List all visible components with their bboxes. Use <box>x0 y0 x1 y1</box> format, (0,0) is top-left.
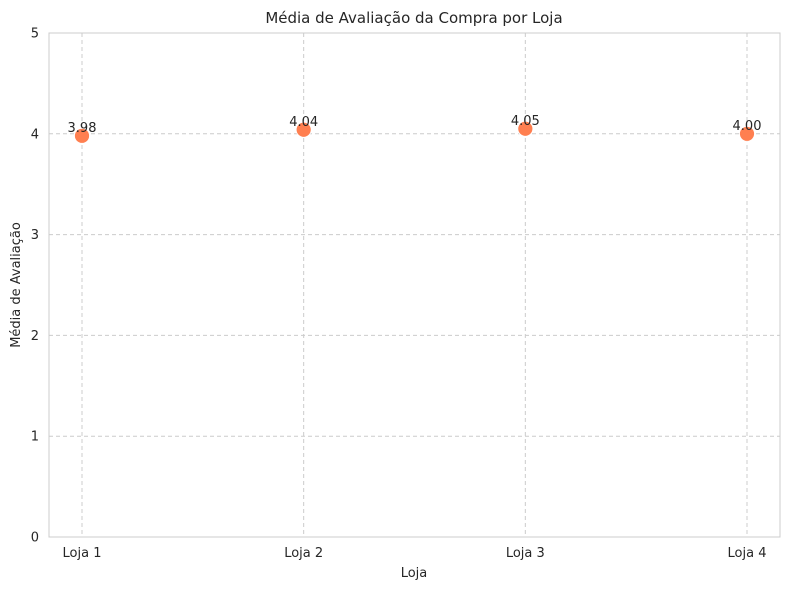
data-point <box>74 127 90 144</box>
y-tick-label: 5 <box>31 27 39 42</box>
data-label: 4.04 <box>289 115 318 130</box>
x-tick-label: Loja 3 <box>506 546 545 561</box>
plot-frame <box>48 32 781 538</box>
data-label: 3.98 <box>68 121 97 136</box>
data-point <box>295 121 312 138</box>
y-tick-label: 0 <box>31 531 39 546</box>
x-tick-label: Loja 4 <box>728 546 767 561</box>
chart-title: Média de Avaliação da Compra por Loja <box>265 9 562 27</box>
x-axis-label: Loja <box>401 566 428 581</box>
y-tick-label: 2 <box>31 329 39 344</box>
data-point <box>739 125 755 142</box>
data-label: 4.05 <box>511 114 540 129</box>
y-tick-label: 1 <box>31 430 39 445</box>
y-axis-label: Média de Avaliação <box>9 222 24 348</box>
data-label: 4.00 <box>733 119 762 134</box>
y-tick-label: 4 <box>31 127 39 142</box>
data-point <box>517 120 534 137</box>
point-layer: 3.98 4.04 4.05 4.00 <box>68 114 762 144</box>
x-tick-label: Loja 2 <box>284 546 323 561</box>
y-tick-label: 3 <box>31 228 39 243</box>
x-tick-label: Loja 1 <box>63 546 102 561</box>
tick-layer: 0 1 2 3 4 5 Loja 1 Loja 2 Loja 3 Loja 4 <box>31 27 767 562</box>
